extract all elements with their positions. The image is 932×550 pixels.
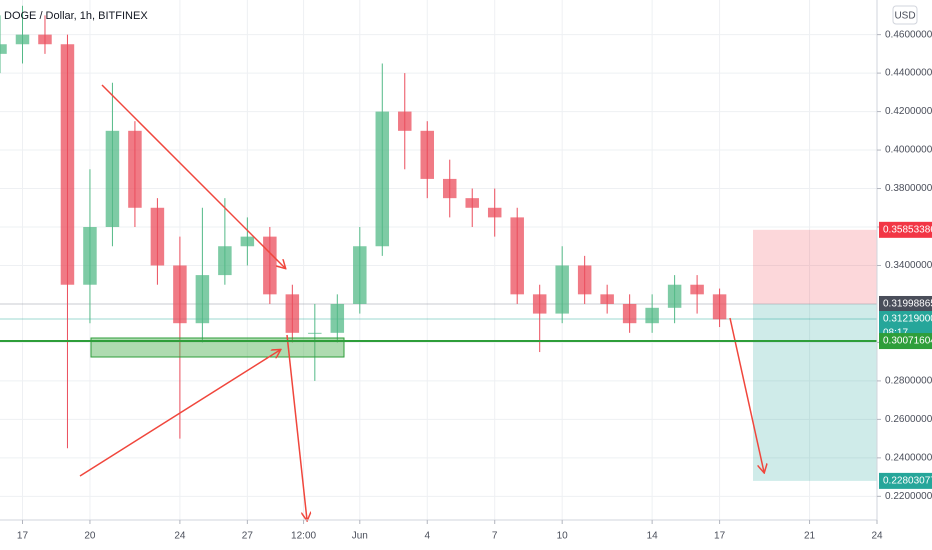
x-tick-label: 24: [174, 531, 186, 542]
price-label: 0.22803077: [883, 476, 932, 487]
x-tick-label: 12:00: [291, 531, 316, 542]
candle-body: [38, 34, 52, 45]
x-tick-label: 4: [424, 531, 430, 542]
candle-body: [420, 130, 435, 179]
candle-body: [353, 246, 367, 304]
x-tick-label: Jun: [352, 531, 368, 542]
price-label-box: [879, 221, 932, 238]
candle-body: [263, 236, 277, 295]
candle-body: [442, 178, 457, 199]
candle-body: [398, 111, 412, 131]
candle-body: [240, 236, 255, 247]
x-tick-label: 21: [804, 531, 816, 542]
x-tick-label: 10: [557, 531, 569, 542]
drawings: [0, 84, 877, 520]
candle-body: [465, 198, 479, 208]
candle-body: [330, 303, 345, 333]
x-tick-label: 7: [492, 531, 498, 542]
candles: [0, 5, 727, 449]
price-label: 0.31219000: [883, 314, 932, 325]
candle-body: [667, 284, 682, 308]
trend-line: [79, 350, 280, 477]
candle-body: [487, 207, 502, 218]
candle-body: [510, 217, 524, 295]
y-tick-label: 0.46000000: [885, 29, 932, 40]
candle-body: [375, 111, 390, 247]
candle-body: [690, 284, 704, 295]
arrow: [729, 317, 764, 472]
candle-body: [0, 44, 7, 54]
candle-body: [105, 130, 120, 228]
x-tick-label: 20: [84, 531, 96, 542]
target-zone: [753, 303, 877, 481]
price-label: 0.30071604: [883, 336, 932, 347]
chart-title: DOGE / Dollar, 1h, BITFINEX: [4, 10, 148, 22]
candle-body: [195, 275, 210, 324]
candle-body: [555, 265, 569, 314]
candle-body: [60, 44, 75, 285]
trend-line: [101, 84, 285, 268]
candle-body: [577, 265, 592, 295]
candle-body: [173, 265, 187, 324]
candle-body: [308, 332, 322, 334]
price-label: 0.31998865: [883, 299, 932, 310]
x-tick-label: 27: [242, 531, 254, 542]
candle-body: [128, 130, 142, 208]
x-tick-label: 17: [17, 531, 29, 542]
candle-body: [622, 303, 637, 324]
x-tick-label: 17: [714, 531, 726, 542]
x-tick-label: 24: [871, 531, 883, 542]
candle-body: [645, 307, 659, 324]
candle-body: [83, 227, 97, 285]
candle-body: [600, 294, 614, 304]
candle-body: [150, 207, 165, 266]
grid: [0, 0, 878, 520]
candle-body: [15, 34, 30, 45]
stop-zone: [753, 229, 877, 304]
candle-body: [285, 294, 300, 333]
x-tick-label: 14: [647, 531, 659, 542]
candle-body: [532, 294, 547, 314]
candle-body: [712, 294, 727, 320]
currency-button[interactable]: [892, 5, 918, 25]
price-label: 0.35853386: [883, 224, 932, 235]
position-box: [0, 229, 877, 481]
currency-label[interactable]: USD: [894, 11, 915, 22]
price-label-box: [879, 472, 932, 489]
price-label-box: [879, 333, 932, 350]
price-label-box: [879, 295, 932, 312]
arrow: [286, 334, 307, 520]
candle-body: [218, 246, 232, 276]
